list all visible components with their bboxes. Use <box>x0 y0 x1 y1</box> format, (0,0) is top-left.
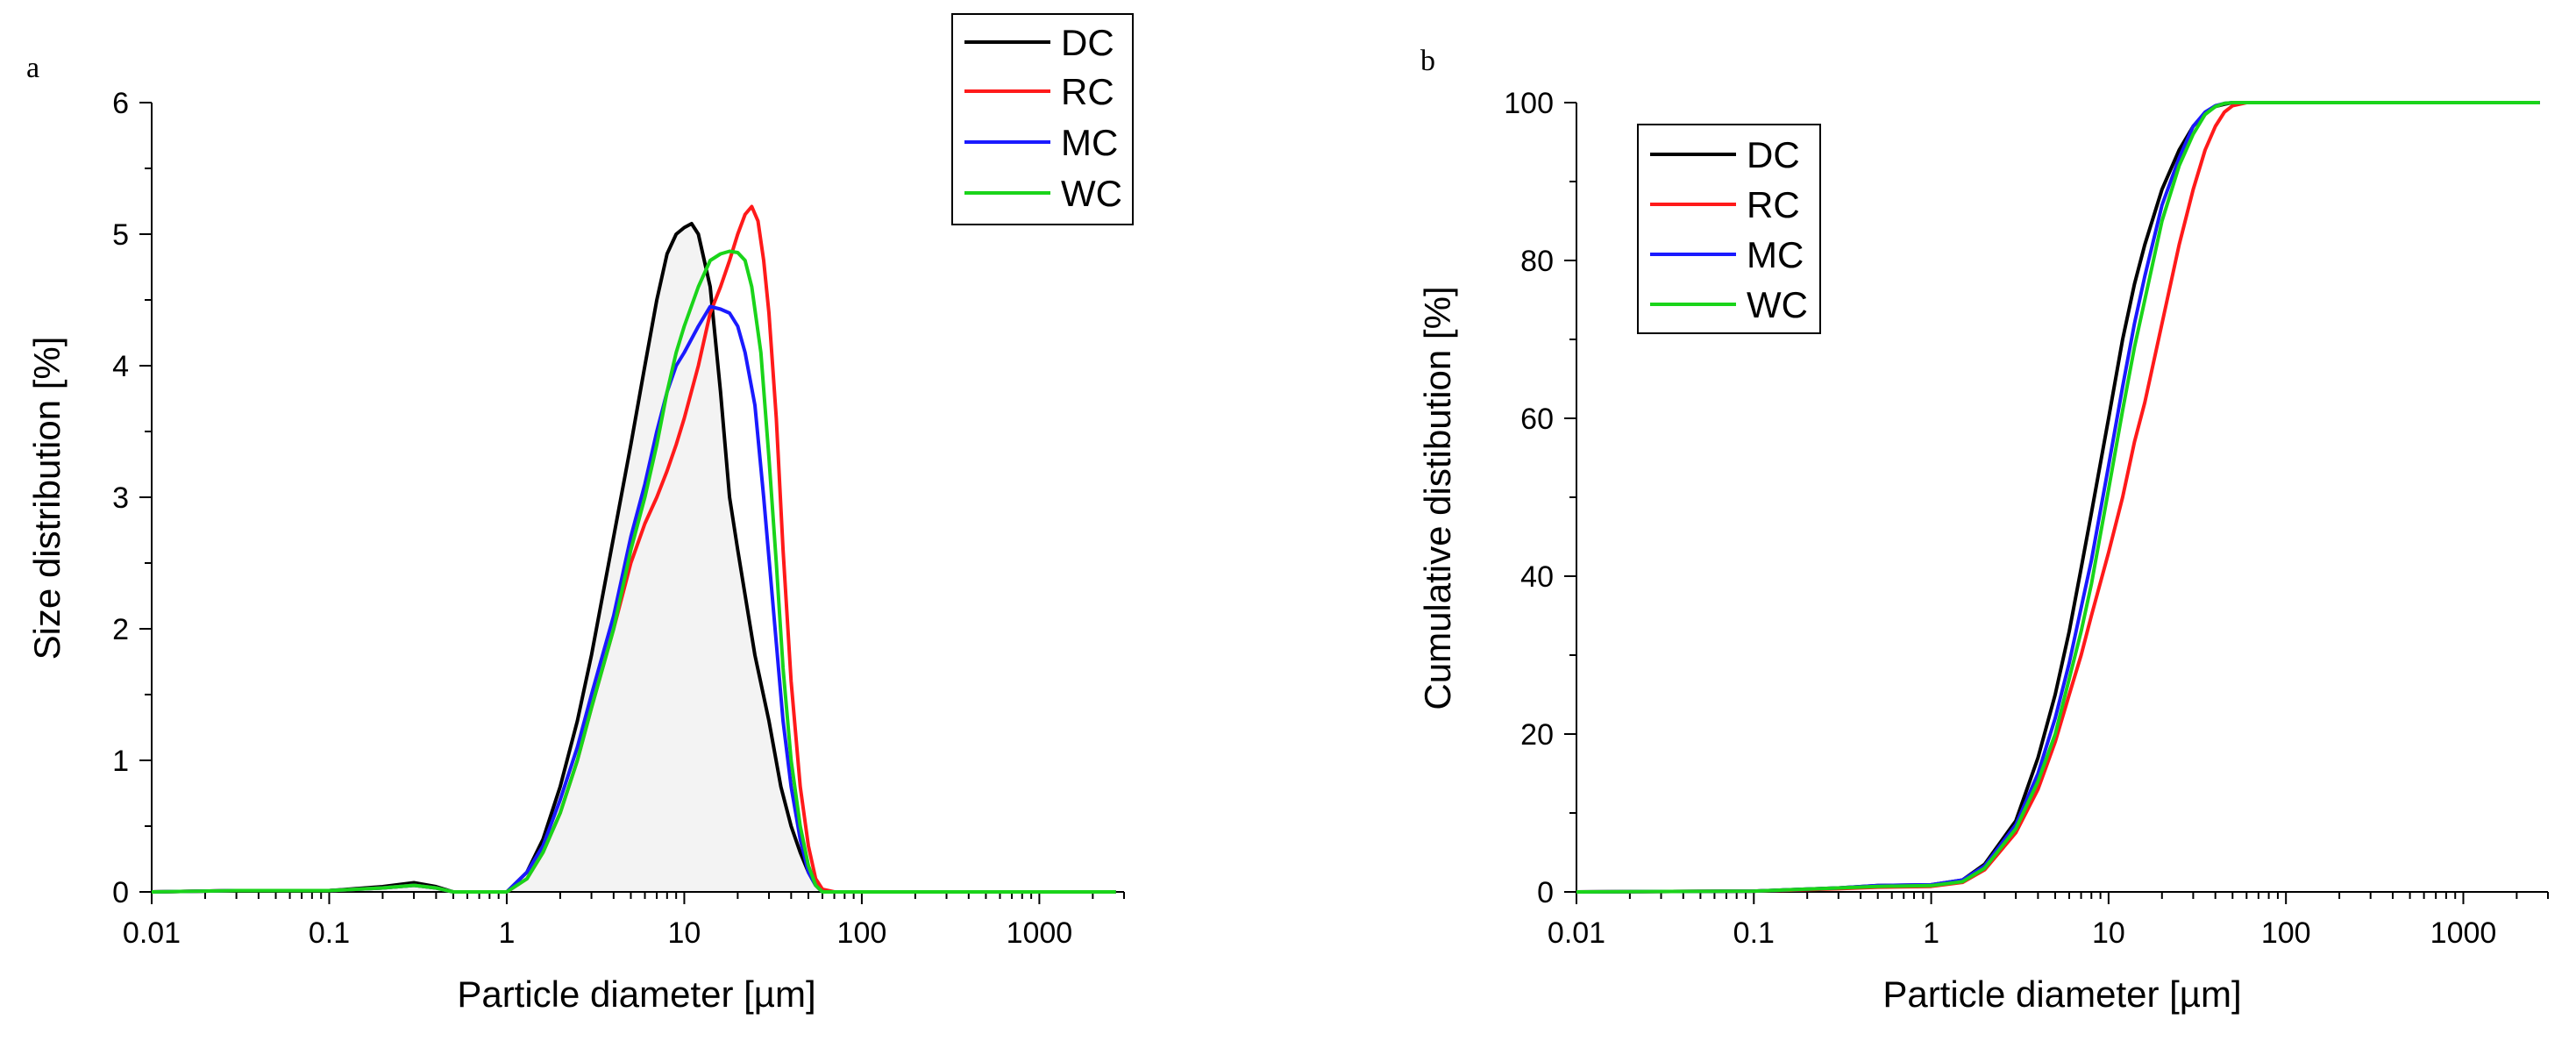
y-axis-title-a: Size distribution [%] <box>26 337 68 660</box>
x-tick-label: 0.01 <box>123 916 181 950</box>
y-tick-label: 40 <box>1520 560 1554 594</box>
y-tick-label: 6 <box>112 87 129 120</box>
x-tick-label: 10 <box>2092 916 2125 950</box>
x-axis-title-b: Particle diameter [µm] <box>1882 973 2241 1015</box>
x-tick-label: 1 <box>498 916 515 950</box>
legend-box-a <box>951 13 1134 225</box>
x-tick-label: 0.1 <box>309 916 350 950</box>
x-tick-label: 1 <box>1923 916 1939 950</box>
series-line-wc <box>1576 101 2540 894</box>
chart-size-distribution: a 0 1 2 3 4 5 6 0.01 0.1 1 10 100 1000 Particle diam… <box>26 13 1134 1015</box>
legend-label-mc-a: MC <box>1061 122 1118 163</box>
x-tick-label: 100 <box>837 916 887 950</box>
legend-label-wc-b: WC <box>1747 284 1808 325</box>
legend-box-b <box>1637 124 1821 334</box>
x-tick-label: 1000 <box>1007 916 1073 950</box>
panel-label-a: a <box>26 52 39 84</box>
panel-label-b: b <box>1420 45 1435 77</box>
x-axis-title-a: Particle diameter [µm] <box>457 973 815 1015</box>
y-tick-label: 0 <box>112 876 129 909</box>
y-axis-title-b: Cumulative distibution [%] <box>1417 286 1458 709</box>
y-tick-label: 3 <box>112 481 129 515</box>
legend-a: DC RC MC WC <box>951 13 1134 225</box>
legend-label-mc-b: MC <box>1747 234 1804 275</box>
legend-b: DC RC MC WC <box>1637 124 1821 334</box>
legend-label-rc-b: RC <box>1747 184 1800 225</box>
y-tick-label: 20 <box>1520 718 1554 752</box>
legend-label-dc-a: DC <box>1061 22 1114 63</box>
legend-label-dc-b: DC <box>1747 134 1800 175</box>
plot-area-b: 0 20 40 60 80 100 0.01 0.1 1 10 100 1000 <box>1504 87 2549 950</box>
chart-cumulative-distribution: b 0 20 40 60 80 100 0.01 0.1 1 10 100 1000 Particle… <box>1417 45 2549 1015</box>
y-tick-label: 80 <box>1520 245 1554 278</box>
series-line-wc <box>151 249 1116 894</box>
x-tick-label: 1000 <box>2430 916 2497 950</box>
y-tick-label: 0 <box>1537 876 1554 909</box>
x-tick-label: 0.1 <box>1733 916 1775 950</box>
y-tick-label: 5 <box>112 218 129 252</box>
y-tick-label: 100 <box>1504 87 1554 120</box>
y-tick-label: 2 <box>112 613 129 646</box>
x-tick-label: 0.01 <box>1548 916 1605 950</box>
legend-label-rc-a: RC <box>1061 71 1114 112</box>
x-tick-label: 100 <box>2261 916 2311 950</box>
y-tick-label: 60 <box>1520 403 1554 436</box>
x-tick-label: 10 <box>668 916 701 950</box>
y-tick-label: 1 <box>112 745 129 778</box>
legend-label-wc-a: WC <box>1061 173 1122 214</box>
plot-area-a: 0 1 2 3 4 5 6 0.01 0.1 1 10 100 1000 <box>112 87 1125 950</box>
y-tick-label: 4 <box>112 350 129 383</box>
